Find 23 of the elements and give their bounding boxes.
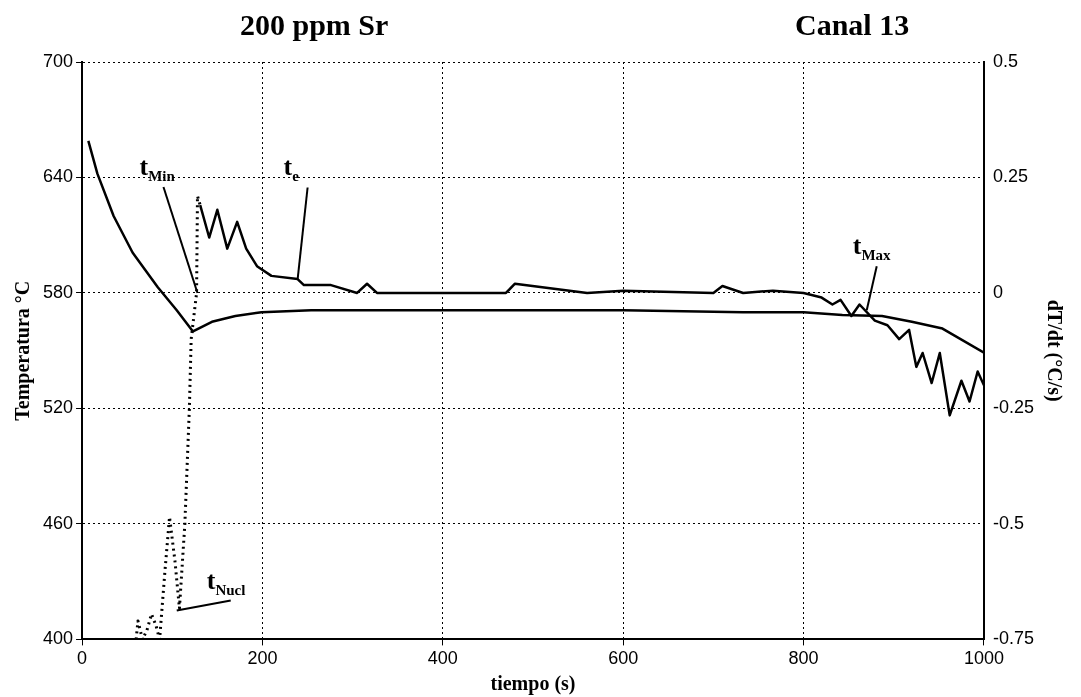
y2-tick-label: -0.5	[992, 512, 1024, 533]
y-tick-label: 460	[42, 512, 74, 533]
y-axis-title: Temperatura °C	[11, 280, 35, 421]
x-tick-label: 200	[247, 648, 278, 669]
y-tick-label: 520	[42, 397, 74, 418]
y-tick-label: 400	[42, 628, 74, 649]
x-tick-label: 600	[608, 648, 639, 669]
x-tick-label: 0	[77, 648, 88, 669]
y-tick-label: 640	[42, 166, 74, 187]
x-tick-label: 1000	[963, 648, 1004, 669]
x-tick-label: 400	[427, 648, 458, 669]
chart-subtitle: Canal 13	[795, 8, 910, 42]
y2-tick-label: 0	[992, 281, 1003, 302]
y2-tick-label: 0.25	[992, 166, 1029, 187]
y2-tick-label: -0.75	[992, 628, 1034, 649]
y-tick-label: 700	[42, 50, 74, 71]
y2-tick-label: 0.5	[992, 50, 1018, 71]
x-tick-label: 800	[788, 648, 819, 669]
y-tick-label: 580	[42, 281, 74, 302]
y2-axis-title: dT/dt (°C/s)	[1042, 299, 1066, 402]
chart-title: 200 ppm Sr	[240, 8, 389, 42]
x-axis-title: tiempo (s)	[490, 672, 576, 696]
y2-tick-label: -0.25	[992, 397, 1034, 418]
